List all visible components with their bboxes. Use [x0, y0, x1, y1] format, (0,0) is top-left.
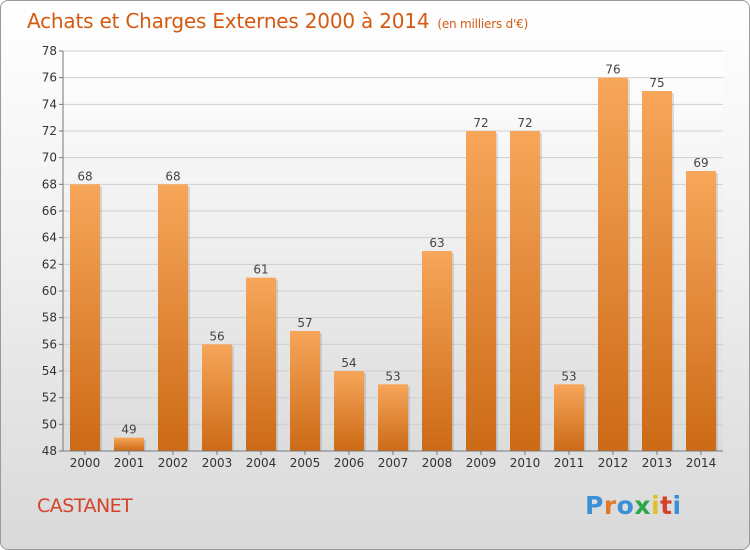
y-tick-label: 70: [42, 151, 57, 165]
bar: [510, 131, 540, 451]
y-tick-label: 78: [42, 44, 57, 58]
x-tick-label: 2005: [290, 456, 321, 470]
y-tick-label: 56: [42, 337, 57, 351]
y-tick-label: 64: [42, 231, 57, 245]
y-tick-label: 72: [42, 124, 57, 138]
y-tick-label: 58: [42, 311, 57, 325]
bars: 68 49 68 56 61 57 54 53 63 72 72 53 76 75 69: [70, 63, 718, 452]
brand-letter: x: [634, 491, 651, 520]
data-label: 49: [121, 423, 136, 437]
x-tick-label: 2014: [686, 456, 717, 470]
y-tick-label: 52: [42, 391, 57, 405]
data-label: 68: [77, 169, 92, 183]
y-tick-label: 68: [42, 177, 57, 191]
data-label: 68: [165, 169, 180, 183]
brand-letter: t: [660, 491, 673, 520]
y-tick-label: 54: [42, 364, 57, 378]
x-tick-label: 2001: [114, 456, 145, 470]
data-label: 69: [693, 156, 708, 170]
data-label: 56: [209, 329, 224, 343]
brand-letter: i: [672, 491, 682, 520]
data-label: 53: [561, 369, 576, 383]
brand-letter: P: [585, 491, 604, 520]
x-tick-label: 2011: [554, 456, 585, 470]
x-tick-label: 2000: [70, 456, 101, 470]
x-tick-label: 2002: [158, 456, 189, 470]
brand-letter: i: [651, 491, 661, 520]
bar: [554, 384, 584, 451]
data-label: 61: [253, 263, 268, 277]
x-tick-label: 2009: [466, 456, 497, 470]
data-label: 75: [649, 76, 664, 90]
x-tick-label: 2010: [510, 456, 541, 470]
brand-letter: o: [616, 491, 635, 520]
y-tick-label: 76: [42, 71, 57, 85]
bar: [598, 77, 628, 452]
brand-letter: r: [603, 491, 617, 520]
bar: [378, 384, 408, 451]
title-text: Achats et Charges Externes 2000 à 2014: [27, 9, 430, 33]
y-tick-label: 62: [42, 257, 57, 271]
y-tick-label: 50: [42, 417, 57, 431]
y-tick-label: 66: [42, 204, 57, 218]
x-tick-label: 2006: [334, 456, 365, 470]
data-label: 53: [385, 369, 400, 383]
bar: [422, 251, 452, 451]
bar: [70, 184, 100, 452]
bar: [202, 344, 232, 451]
bar: [686, 171, 716, 451]
data-label: 76: [605, 63, 620, 77]
data-label: 57: [297, 316, 312, 330]
y-axis: 48 50 52 54 56 58 60 62 64 66 68 70 72 74 76 78: [42, 44, 64, 458]
bar: [114, 437, 144, 451]
bar: [246, 277, 276, 451]
x-tick-label: 2003: [202, 456, 233, 470]
data-label: 63: [429, 236, 444, 250]
y-tick-label: 60: [42, 284, 57, 298]
chart-title: Achats et Charges Externes 2000 à 2014 (e…: [27, 9, 528, 33]
bar: [290, 331, 320, 451]
unit-label: (en milliers d'€): [437, 17, 529, 31]
y-tick-label: 74: [42, 97, 57, 111]
data-label: 72: [473, 116, 488, 130]
bar: [642, 91, 672, 451]
y-tick-label: 48: [42, 444, 57, 458]
place-name: CASTANET: [37, 495, 133, 517]
x-tick-label: 2012: [598, 456, 629, 470]
bar: [158, 184, 188, 452]
brand-logo: Proxiti: [585, 491, 682, 520]
x-tick-label: 2007: [378, 456, 409, 470]
x-tick-label: 2008: [422, 456, 453, 470]
bar: [334, 371, 364, 451]
x-axis: 2000 2001 2002 2003 2004 2005 2006 2007 2008 2009…: [63, 450, 723, 470]
x-tick-label: 2013: [642, 456, 673, 470]
bar: [466, 131, 496, 451]
x-tick-label: 2004: [246, 456, 277, 470]
data-label: 54: [341, 356, 356, 370]
data-label: 72: [517, 116, 532, 130]
